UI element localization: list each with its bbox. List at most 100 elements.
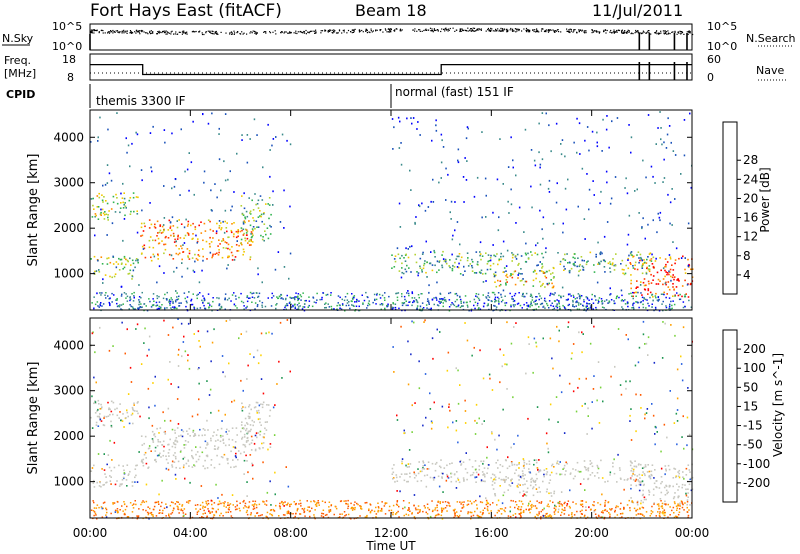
heatmap-cell (223, 453, 226, 456)
heatmap-cell (405, 270, 408, 273)
heatmap-cell (165, 235, 167, 238)
heatmap-cell (321, 500, 324, 502)
heatmap-cell (137, 515, 140, 517)
heatmap-cell (648, 305, 650, 307)
heatmap-cell (619, 513, 622, 515)
heatmap-cell (690, 268, 692, 271)
heatmap-cell (381, 303, 383, 305)
heatmap-cell (152, 246, 155, 249)
heatmap-cell (557, 511, 559, 513)
heatmap-cell (565, 208, 568, 211)
heatmap-cell (197, 254, 200, 256)
heatmap-cell (300, 505, 302, 507)
heatmap-cell (465, 137, 468, 140)
heatmap-cell (513, 294, 516, 297)
noise-dot (359, 30, 361, 32)
heatmap-cell (510, 274, 512, 276)
heatmap-cell (475, 293, 478, 295)
noise-dot (598, 32, 600, 34)
heatmap-cell (166, 299, 168, 301)
heatmap-cell (421, 271, 423, 273)
heatmap-cell (644, 237, 646, 240)
heatmap-cell (94, 215, 96, 218)
heatmap-cell (601, 303, 603, 305)
heatmap-cell (574, 298, 577, 300)
noise-dot (134, 31, 136, 33)
heatmap-cell (463, 265, 465, 268)
heatmap-cell (254, 302, 257, 304)
heatmap-cell (101, 263, 104, 265)
heatmap-cell (379, 297, 382, 299)
heatmap-cell (496, 178, 499, 181)
heatmap-cell (164, 141, 166, 144)
heatmap-cell (400, 473, 403, 475)
heatmap-cell (482, 512, 484, 515)
heatmap-cell (231, 259, 234, 261)
heatmap-cell (132, 196, 135, 199)
nsky-label: N.Sky (2, 32, 34, 45)
heatmap-cell (366, 514, 368, 517)
noise-dot (387, 31, 389, 33)
heatmap-cell (208, 302, 210, 304)
heatmap-cell (195, 453, 197, 456)
heatmap-cell (137, 258, 139, 261)
noise-dot (498, 30, 500, 32)
heatmap-cell (215, 232, 218, 235)
heatmap-cell (174, 439, 177, 442)
heatmap-cell (244, 237, 246, 240)
heatmap-cell (390, 509, 393, 512)
heatmap-cell (105, 481, 107, 484)
heatmap-cell (518, 506, 520, 508)
heatmap-cell (110, 512, 112, 515)
heatmap-cell (353, 296, 355, 299)
heatmap-cell (552, 222, 555, 225)
heatmap-cell (186, 267, 189, 270)
heatmap-cell (168, 298, 171, 301)
heatmap-cell (669, 222, 671, 225)
nave-tick-bottom: 0 (707, 71, 714, 84)
heatmap-cell (230, 450, 232, 453)
heatmap-cell (269, 175, 271, 178)
heatmap-cell (192, 431, 194, 433)
heatmap-cell (492, 262, 495, 265)
noise-dot (361, 29, 363, 32)
noise-dot (214, 31, 216, 33)
noise-dot (207, 30, 209, 32)
noise-dot (515, 31, 517, 33)
heatmap-cell (628, 499, 630, 502)
noise-dot (626, 32, 628, 34)
heatmap-cell (172, 454, 175, 457)
heatmap-cell (105, 200, 107, 202)
noise-dot (269, 32, 272, 34)
heatmap-cell (685, 293, 687, 295)
heatmap-cell (422, 467, 424, 469)
heatmap-cell (210, 241, 213, 243)
noise-dot (460, 29, 462, 31)
noise-dot (166, 33, 168, 35)
heatmap-cell (181, 505, 183, 507)
heatmap-cell (674, 334, 676, 337)
noise-dot (487, 27, 489, 30)
heatmap-cell (668, 270, 670, 273)
noise-dot (643, 31, 645, 33)
heatmap-cell (126, 464, 129, 466)
heatmap-cell (101, 199, 104, 202)
noise-dot (104, 32, 106, 34)
heatmap-cell (598, 301, 600, 303)
heatmap-cell (214, 440, 217, 442)
heatmap-cell (207, 502, 210, 505)
heatmap-cell (640, 281, 642, 283)
heatmap-cell (458, 253, 461, 255)
heatmap-cell (478, 465, 481, 467)
heatmap-cell (142, 248, 145, 250)
heatmap-cell (653, 266, 655, 269)
heatmap-cell (94, 402, 97, 404)
heatmap-cell (664, 258, 667, 260)
heatmap-cell (474, 307, 476, 310)
heatmap-cell (301, 508, 304, 510)
heatmap-cell (686, 506, 688, 509)
noise-dot (678, 32, 680, 34)
heatmap-cell (513, 299, 516, 302)
heatmap-cell (686, 283, 689, 286)
heatmap-cell (101, 406, 103, 408)
